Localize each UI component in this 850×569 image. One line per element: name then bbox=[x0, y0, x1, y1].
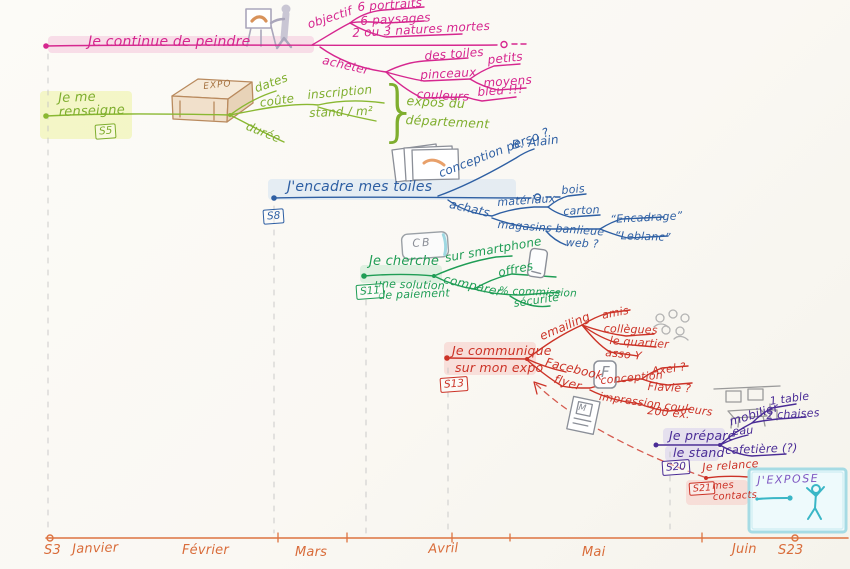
stand-label2: le stand bbox=[673, 445, 725, 460]
timeline-end-label: S23 bbox=[778, 543, 804, 558]
branch-stand-lines bbox=[653, 403, 807, 457]
relance-contacts: mes contacts bbox=[711, 479, 758, 503]
timeline-month-mars: Mars bbox=[295, 545, 328, 560]
expose-box bbox=[747, 467, 848, 534]
branch-peindre-lines bbox=[43, 6, 531, 102]
expo-crate-icon bbox=[171, 78, 254, 123]
communique-label: Je communique bbox=[452, 343, 552, 358]
encadre-label: J'encadre mes toiles bbox=[287, 179, 433, 195]
stand-week-badge: S20 bbox=[661, 459, 691, 476]
facebook-icon bbox=[593, 360, 617, 389]
branch-communique-lines bbox=[444, 309, 705, 478]
paiement-week-badge: S11 bbox=[355, 283, 385, 300]
branch-encadre-lines bbox=[271, 148, 669, 246]
stand-sketch-icon bbox=[713, 385, 781, 429]
renseigne-note: expos du département bbox=[405, 92, 490, 132]
timeline-month-avril: Avril bbox=[427, 540, 459, 557]
encadre-web: web ? bbox=[565, 236, 600, 251]
crowd-icon bbox=[653, 309, 690, 341]
cb-card-icon bbox=[400, 231, 450, 260]
flyer-m-label: M bbox=[577, 403, 588, 415]
cb-card-label: CB bbox=[411, 235, 433, 250]
highlight-encadre bbox=[268, 179, 516, 200]
timeline-axis bbox=[45, 532, 849, 543]
smartphone-icon bbox=[526, 247, 549, 279]
canvas-stack-icon bbox=[391, 143, 460, 183]
encadre-week-badge: S8 bbox=[262, 208, 285, 225]
stand-chaises: 2 chaises bbox=[765, 406, 820, 422]
timeline-month-janvier: Janvier bbox=[71, 540, 119, 557]
facebook-f-label: F bbox=[601, 363, 610, 381]
renseigne-stand-m2: stand / m² bbox=[308, 103, 374, 120]
branch-renseigne-lines bbox=[43, 90, 385, 143]
stand-eau: eau bbox=[731, 423, 754, 438]
encadre-carton: carton bbox=[562, 203, 601, 218]
highlight-relance bbox=[686, 480, 748, 505]
communique-flavie: Flavie ? bbox=[647, 380, 692, 396]
stand-cafetiere: cafetière (?) bbox=[724, 440, 798, 457]
timeline-month-juin: Juin bbox=[732, 542, 757, 557]
peindre-pinceaux: pinceaux bbox=[419, 65, 477, 82]
paiement-label: Je cherche bbox=[369, 254, 440, 269]
timeline-month-fevrier: Février bbox=[182, 543, 229, 558]
peindre-label: Je continue de peindre bbox=[88, 34, 251, 50]
flyer-icon bbox=[566, 395, 601, 435]
expose-figure-icon bbox=[806, 484, 825, 520]
stand-label: Je prépare bbox=[669, 428, 736, 443]
timeline-month-mai: Mai bbox=[582, 545, 606, 560]
timeline-start-label: S3 bbox=[44, 543, 61, 558]
renseigne-week-badge: S5 bbox=[94, 123, 117, 140]
renseigne-brace: } bbox=[378, 72, 421, 149]
highlight-prepare-1 bbox=[663, 428, 725, 445]
branch-paiement-lines bbox=[361, 255, 561, 308]
paiement-label3: de paiement bbox=[377, 286, 451, 302]
communique-label2: sur mon expo bbox=[455, 360, 544, 375]
renseigne-label: Je me renseigne bbox=[57, 89, 126, 120]
painter-easel-icon bbox=[245, 4, 293, 50]
expose-label: J'EXPOSE bbox=[756, 471, 820, 487]
timeline-guides bbox=[47, 53, 671, 534]
communique-week-badge: S13 bbox=[439, 376, 469, 393]
highlight-prepare-2 bbox=[665, 446, 719, 461]
encadre-bois: bois bbox=[560, 181, 586, 197]
encadre-leblanc: “Leblanc” bbox=[614, 229, 671, 244]
